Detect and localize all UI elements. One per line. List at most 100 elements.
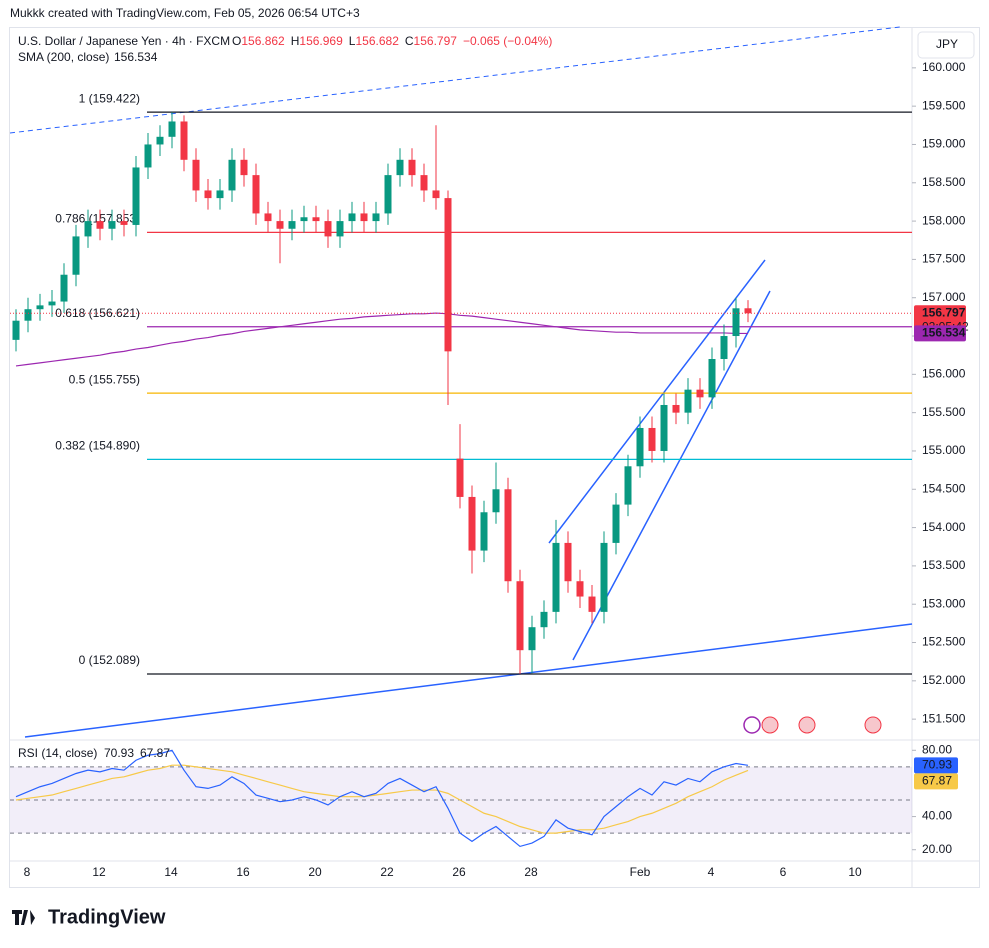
fib-label: 0.5 (155.755): [69, 372, 140, 386]
candle: [648, 416, 656, 463]
candle-body: [240, 159, 248, 176]
fib-label: 0 (152.089): [79, 653, 140, 667]
legend-key: H: [291, 34, 300, 48]
candle: [84, 209, 92, 248]
candle-body: [396, 159, 404, 176]
candle: [240, 148, 248, 187]
candle: [588, 585, 596, 624]
x-tick-label: 22: [380, 865, 394, 879]
candle-body: [432, 190, 440, 199]
currency-button[interactable]: [917, 31, 975, 59]
brand-name: TradingView: [48, 906, 166, 928]
candle: [732, 297, 740, 348]
candle-body: [528, 627, 536, 651]
candle: [612, 493, 620, 555]
candle-body: [720, 336, 728, 360]
candle: [528, 615, 536, 674]
event-icon[interactable]: [864, 716, 882, 734]
y-tick-label: 159.500: [922, 98, 966, 112]
candle-body: [12, 320, 20, 340]
rsi-ma-legend-value: 67.87: [140, 746, 170, 760]
y-tick-label: 156.000: [922, 367, 966, 381]
candle-body: [552, 542, 560, 612]
event-icon[interactable]: [743, 716, 761, 734]
candle: [564, 531, 572, 593]
candle-body: [420, 175, 428, 191]
sma-price-box: [914, 325, 966, 342]
candle-body: [516, 581, 524, 651]
candle-body: [540, 611, 548, 628]
candle: [108, 209, 116, 241]
candle-body: [732, 308, 740, 337]
candle-body: [480, 512, 488, 551]
candle-body: [408, 159, 416, 176]
candle: [720, 324, 728, 371]
candle-body: [312, 217, 320, 222]
candle: [300, 205, 308, 233]
candle: [684, 378, 692, 425]
legend-value: 156.969: [299, 34, 343, 48]
fib-label: 1 (159.422): [79, 91, 140, 105]
frame: [9, 27, 980, 888]
y-tick-label: 158.000: [922, 213, 966, 227]
candle-body: [84, 221, 92, 237]
x-tick-label: 26: [452, 865, 466, 879]
candle: [180, 115, 188, 172]
rsi-ma-box: [914, 773, 958, 790]
currency[interactable]: JPY: [936, 37, 958, 51]
candle: [156, 125, 164, 156]
candle: [12, 309, 20, 352]
candle: [216, 178, 224, 210]
candle: [120, 209, 128, 237]
rsi-value-label: 70.93: [922, 757, 952, 771]
candle-body: [252, 175, 260, 214]
sma-price-label: 156.534: [922, 326, 966, 340]
candle-body: [204, 190, 212, 199]
legend-value: 156.862: [241, 34, 285, 48]
rsi-ma-line: [15, 764, 749, 834]
candle-body: [708, 359, 716, 398]
candle: [432, 125, 440, 210]
candle-body: [60, 274, 68, 302]
candle: [96, 209, 104, 241]
candle: [312, 205, 320, 233]
last-price-label: 156.797: [922, 305, 966, 319]
rsi-tick-label: 40.00: [922, 809, 952, 823]
y-tick-label: 151.500: [922, 711, 966, 725]
candle-body: [744, 308, 752, 314]
candle-body: [684, 389, 692, 413]
candle: [552, 519, 560, 624]
rsi-line: [15, 749, 749, 848]
candle-body: [180, 121, 188, 160]
candle: [324, 209, 332, 248]
event-icon[interactable]: [761, 716, 779, 734]
x-tick-label: 28: [524, 865, 538, 879]
candle-body: [468, 496, 476, 551]
candle: [384, 163, 392, 225]
candle: [444, 190, 452, 405]
y-tick-label: 154.500: [922, 481, 966, 495]
candle-body: [624, 466, 632, 505]
y-tick-label: 157.500: [922, 252, 966, 266]
rsi-legend-value: 70.93: [104, 746, 134, 760]
rsi-tick-label: 20.00: [922, 842, 952, 856]
candle-body: [228, 159, 236, 191]
candle-body: [300, 217, 308, 222]
brand-logo: [12, 910, 35, 925]
x-tick-label: 12: [92, 865, 106, 879]
legend-key: O: [232, 34, 241, 48]
event-icon[interactable]: [798, 716, 816, 734]
y-tick-label: 158.500: [922, 175, 966, 189]
candle-body: [600, 542, 608, 612]
y-tick-label: 155.000: [922, 443, 966, 457]
candle: [336, 209, 344, 248]
candle-body: [288, 221, 296, 229]
candle: [276, 209, 284, 264]
candle-body: [96, 221, 104, 229]
rsi-tick-label: 80.00: [922, 742, 952, 756]
legend-key: C: [405, 34, 414, 48]
candle-body: [660, 404, 668, 451]
x-tick-label: 10: [848, 865, 862, 879]
candle: [72, 224, 80, 287]
candle: [132, 155, 140, 237]
